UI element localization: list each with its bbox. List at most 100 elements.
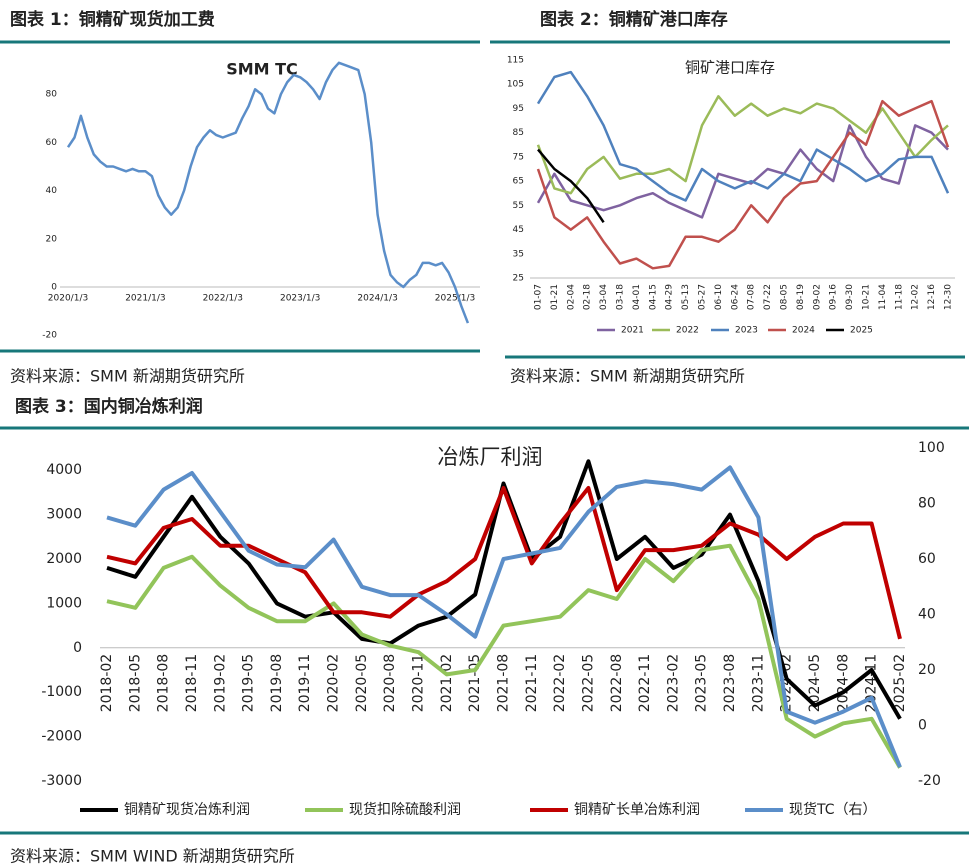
x-tick-label: 03-18	[616, 284, 626, 310]
x-tick-label: 2022-11	[637, 654, 653, 713]
x-tick-label: 11-18	[894, 284, 904, 310]
x-tick-label: 2023/1/3	[280, 294, 320, 304]
y-tick-label: 0	[73, 640, 82, 656]
x-tick-label: 2024-05	[807, 654, 823, 713]
y2-tick-label: 0	[918, 718, 927, 734]
x-tick-label: 2020-02	[326, 654, 342, 713]
x-tick-label: 07-08	[747, 284, 757, 310]
x-tick-label: 2025/1/3	[435, 294, 475, 304]
x-tick-label: 2020/1/3	[48, 294, 88, 304]
x-tick-label: 2022-02	[552, 654, 568, 713]
x-tick-label: 2020-05	[354, 654, 370, 713]
series-line	[536, 99, 950, 270]
x-tick-label: 2021-02	[439, 654, 455, 713]
y-tick-label: 65	[513, 177, 524, 187]
x-tick-label: 05-13	[681, 284, 691, 310]
x-tick-label: 2018-05	[127, 654, 143, 713]
series-line	[106, 459, 902, 720]
x-tick-label: 05-27	[698, 284, 708, 310]
x-tick-label: 2019-05	[241, 654, 257, 713]
x-tick-label: 10-21	[862, 284, 872, 310]
y-tick-label: 2000	[46, 551, 82, 567]
x-tick-label: 12-30	[944, 284, 954, 310]
x-tick-label: 2021-11	[524, 654, 540, 713]
legend-label: 2024	[792, 326, 815, 336]
x-tick-label: 2021/1/3	[125, 294, 165, 304]
x-tick-label: 04-01	[632, 284, 642, 310]
x-tick-label: 12-16	[927, 284, 937, 310]
source: 资料来源：SMM 新湖期货研究所	[510, 367, 745, 386]
y-tick-label: 80	[46, 90, 58, 100]
y2-tick-label: 20	[918, 662, 936, 678]
x-tick-label: 2020-08	[382, 654, 398, 713]
y-tick-label: 1000	[46, 595, 82, 611]
y-tick-label: 60	[46, 138, 58, 148]
y-tick-label: -3000	[41, 773, 82, 789]
y-tick-label: 25	[513, 274, 524, 284]
x-tick-label: 2023-08	[722, 654, 738, 713]
legend-label: 铜精矿长单冶炼利润	[574, 802, 700, 818]
x-tick-label: 12-02	[911, 284, 921, 310]
chart-title: SMM TC	[226, 60, 298, 79]
x-tick-label: 2025-02	[892, 654, 908, 713]
x-tick-label: 2023-02	[665, 654, 681, 713]
x-tick-label: 07-22	[763, 284, 773, 310]
y2-tick-label: 40	[918, 607, 936, 623]
x-tick-label: 2018-11	[184, 654, 200, 713]
y-tick-label: 55	[513, 201, 524, 211]
y-tick-label: 20	[46, 234, 58, 244]
x-tick-label: 2019-11	[297, 654, 313, 713]
x-tick-label: 01-07	[534, 284, 544, 310]
x-tick-label: 2020-11	[411, 654, 427, 713]
x-tick-label: 2023-05	[694, 654, 710, 713]
x-tick-label: 08-19	[796, 284, 806, 310]
y-tick-label: -2000	[41, 729, 82, 745]
y2-tick-label: 60	[918, 551, 936, 567]
y-tick-label: 115	[507, 56, 524, 66]
y-tick-label: -1000	[41, 684, 82, 700]
x-tick-label: 09-02	[812, 284, 822, 310]
x-tick-label: 04-15	[648, 284, 658, 310]
series-line	[66, 61, 470, 324]
caption: 图表 3：国内铜冶炼利润	[15, 396, 203, 417]
y2-tick-label: 100	[918, 440, 945, 456]
source: 资料来源：SMM 新湖期货研究所	[10, 367, 245, 386]
x-tick-label: 2018-02	[99, 654, 115, 713]
x-tick-label: 06-24	[730, 284, 740, 310]
y-tick-label: 40	[46, 186, 58, 196]
legend-label: 2021	[621, 326, 644, 336]
chart-title: 冶炼厂利润	[438, 445, 543, 469]
y-tick-label: 3000	[46, 507, 82, 523]
x-tick-label: 04-29	[665, 284, 675, 310]
x-tick-label: 2019-08	[269, 654, 285, 713]
y-tick-label: 95	[513, 104, 524, 114]
x-tick-label: 09-16	[829, 284, 839, 310]
y-tick-label: 4000	[46, 462, 82, 478]
x-tick-label: 2021-08	[495, 654, 511, 713]
x-tick-label: 02-04	[566, 284, 576, 310]
series-line	[106, 543, 902, 769]
source: 资料来源：SMM WIND 新湖期货研究所	[10, 847, 295, 866]
x-tick-label: 2022/1/3	[203, 294, 243, 304]
x-tick-label: 08-05	[780, 284, 790, 310]
x-tick-label: 2022-05	[580, 654, 596, 713]
series-line	[537, 148, 605, 224]
y-tick-label: 35	[513, 249, 524, 259]
x-tick-label: 09-30	[845, 284, 855, 310]
legend-label: 2022	[676, 326, 699, 336]
x-tick-label: 02-18	[583, 284, 593, 310]
x-tick-label: 2021-05	[467, 654, 483, 713]
caption: 图表 1：铜精矿现货加工费	[10, 9, 215, 30]
x-tick-label: 06-10	[714, 284, 724, 310]
series-line	[536, 95, 949, 195]
y2-tick-label: -20	[918, 773, 941, 789]
y2-tick-label: 80	[918, 496, 936, 512]
legend-label: 现货扣除硫酸利润	[349, 801, 461, 818]
y-tick-label: 0	[51, 282, 57, 292]
legend-label: 2023	[735, 326, 758, 336]
caption: 图表 2：铜精矿港口库存	[540, 9, 728, 30]
y-tick-label: 75	[513, 152, 524, 162]
chart-title: 铜矿港口库存	[685, 59, 775, 77]
